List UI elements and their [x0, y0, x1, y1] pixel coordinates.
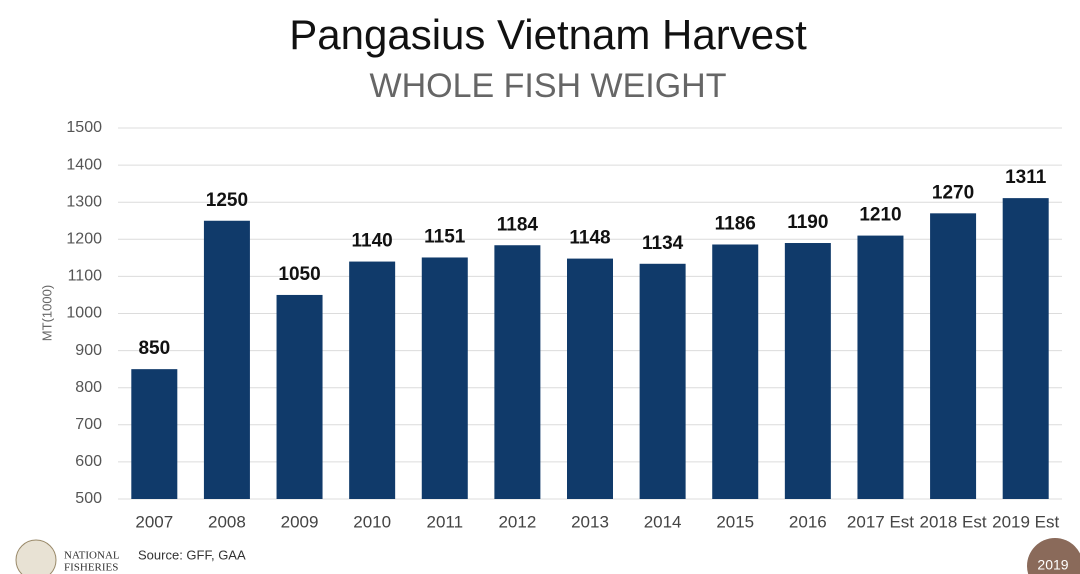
data-label: 1151 — [424, 226, 466, 247]
x-tick-label: 2016 — [789, 512, 827, 531]
x-tick-label: 2014 — [644, 512, 682, 531]
data-label: 1134 — [642, 233, 684, 254]
bar — [639, 263, 686, 499]
data-label: 1190 — [787, 212, 828, 233]
bar — [567, 258, 613, 499]
bar — [349, 261, 396, 499]
data-label: 1250 — [206, 190, 248, 211]
x-tick-label: 2018 Est — [920, 512, 987, 531]
source-note: Source: GFF, GAA — [138, 547, 246, 562]
x-tick-label: 2011 — [426, 512, 463, 531]
data-label: 1210 — [859, 205, 901, 226]
badge-text: 2019 — [1037, 557, 1068, 573]
y-tick-label: 500 — [75, 490, 102, 507]
badge — [1027, 538, 1080, 574]
x-tick-label: 2008 — [208, 512, 246, 531]
bar — [421, 257, 468, 499]
x-tick-label: 2007 — [135, 512, 173, 531]
data-label: 850 — [138, 338, 170, 359]
x-tick-label: 2017 Est — [847, 512, 914, 531]
logo-emblem — [15, 539, 57, 574]
logo-text: FISHERIES — [64, 562, 118, 574]
data-label: 1050 — [278, 264, 320, 285]
bar — [203, 220, 250, 499]
bar — [930, 213, 977, 499]
chart-title: Pangasius Vietnam Harvest — [289, 11, 807, 58]
bar — [276, 294, 323, 499]
x-tick-label: 2009 — [281, 512, 319, 531]
bar — [857, 235, 904, 499]
x-tick-label: 2010 — [353, 512, 391, 531]
bar — [494, 245, 541, 499]
data-label: 1270 — [932, 182, 974, 203]
y-tick-label: 1400 — [66, 156, 102, 173]
bar — [712, 244, 759, 499]
x-tick-label: 2013 — [571, 512, 609, 531]
x-tick-label: 2012 — [498, 512, 536, 531]
data-label: 1311 — [1005, 167, 1047, 188]
y-tick-label: 1300 — [66, 193, 102, 210]
y-tick-label: 1000 — [66, 305, 102, 322]
x-tick-label: 2019 Est — [992, 512, 1059, 531]
data-label: 1184 — [497, 214, 539, 235]
bar — [131, 369, 178, 499]
y-tick-label: 1100 — [68, 268, 103, 285]
y-tick-label: 700 — [75, 416, 102, 433]
y-tick-label: 600 — [75, 453, 102, 470]
y-tick-label: 1500 — [66, 119, 102, 136]
data-label: 1186 — [715, 214, 756, 235]
x-tick-label: 2015 — [716, 512, 754, 531]
data-label: 1140 — [352, 231, 393, 252]
y-tick-label: 800 — [75, 379, 102, 396]
bar — [1002, 198, 1049, 499]
bar — [784, 243, 831, 499]
chart-subtitle: WHOLE FISH WEIGHT — [370, 67, 727, 105]
y-tick-label: 1200 — [66, 231, 102, 248]
y-axis-label: MT(1000) — [39, 285, 54, 341]
logo-text: NATIONAL — [64, 550, 120, 562]
y-tick-label: 900 — [75, 342, 102, 359]
data-label: 1148 — [569, 228, 610, 249]
